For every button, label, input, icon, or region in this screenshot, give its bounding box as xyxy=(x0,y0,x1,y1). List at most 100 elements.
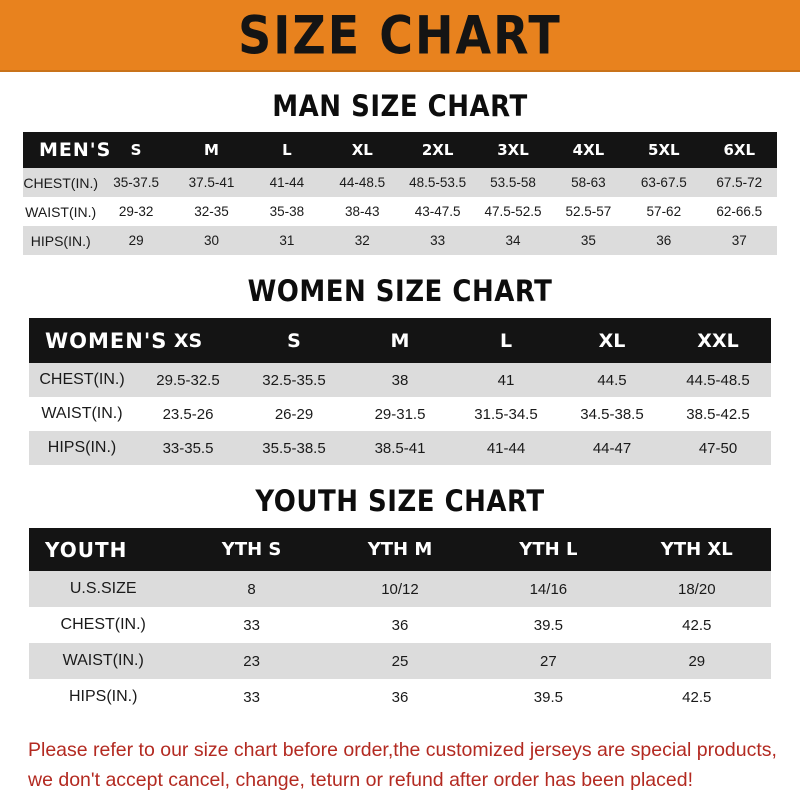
men-cell: 38-43 xyxy=(344,204,380,219)
youth-table-wrap: YOUTH YTH S YTH M YTH L YTH XL U.S.SIZE 8 10/… xyxy=(0,517,800,715)
youth-cell: 33 xyxy=(243,688,260,706)
youth-corner-label: YOUTH xyxy=(45,537,128,562)
youth-cell: 39.5 xyxy=(533,616,563,634)
table-row: HIPS(IN.) 29 30 31 32 33 34 35 36 37 xyxy=(23,226,777,255)
men-cell: 63-67.5 xyxy=(640,175,687,190)
women-section-title: WOMEN SIZE CHART xyxy=(247,275,553,309)
women-cell: 44-47 xyxy=(592,439,632,457)
men-cell: 43-47.5 xyxy=(414,204,461,219)
women-cell: 33-35.5 xyxy=(162,439,214,457)
men-row-label: CHEST(IN.) xyxy=(23,174,99,191)
table-row: U.S.SIZE 8 10/12 14/16 18/20 xyxy=(29,571,771,607)
men-cell: 67.5-72 xyxy=(716,175,763,190)
table-row: CHEST(IN.) 29.5-32.5 32.5-35.5 38 41 44.5 44.5… xyxy=(29,363,771,397)
youth-cell: 10/12 xyxy=(381,580,419,598)
men-cell: 47.5-52.5 xyxy=(484,204,542,219)
women-cell: 31.5-34.5 xyxy=(474,405,538,423)
youth-cell: 39.5 xyxy=(533,688,563,706)
men-cell: 37.5-41 xyxy=(188,175,235,190)
youth-cell: 29 xyxy=(688,652,706,670)
youth-column-header: YTH S xyxy=(221,539,282,560)
men-cell: 31 xyxy=(279,233,295,248)
men-section-title: MAN SIZE CHART xyxy=(272,90,528,124)
men-cell: 29-32 xyxy=(118,204,154,219)
men-table-wrap: MEN'S S M L XL 2XL 3XL 4XL 5XL 6XL CHEST(IN.) 35-… xyxy=(0,122,800,255)
men-cell: 52.5-57 xyxy=(565,204,612,219)
women-cell: 44.5 xyxy=(597,371,627,389)
men-cell: 37 xyxy=(731,233,747,248)
youth-table-head: YOUTH YTH S YTH M YTH L YTH XL xyxy=(29,528,771,571)
youth-column-header: YTH XL xyxy=(660,539,733,560)
youth-column-header: YTH M xyxy=(367,539,433,560)
men-cell: 36 xyxy=(656,233,672,248)
youth-size-table: YOUTH YTH S YTH M YTH L YTH XL U.S.SIZE 8 10/… xyxy=(29,528,771,715)
women-column-header: XXL xyxy=(697,329,739,352)
women-cell: 35.5-38.5 xyxy=(262,439,326,457)
women-cell: 29-31.5 xyxy=(374,405,426,423)
women-cell: 47-50 xyxy=(698,439,738,457)
men-cell: 33 xyxy=(430,233,446,248)
youth-table-body: U.S.SIZE 8 10/12 14/16 18/20 CHEST(IN.) 33 36 39… xyxy=(29,571,771,715)
women-column-header: M xyxy=(390,329,410,352)
men-cell: 29 xyxy=(128,233,144,248)
table-row: HIPS(IN.) 33 36 39.5 42.5 xyxy=(29,679,771,715)
youth-row-label: CHEST(IN.) xyxy=(60,616,146,633)
footer-note-line-2: we don't accept cancel, change, teturn o… xyxy=(28,769,693,792)
women-table-body: CHEST(IN.) 29.5-32.5 32.5-35.5 38 41 44.5 44.5… xyxy=(29,363,771,465)
footer-note-line-1: Please refer to our size chart before or… xyxy=(28,739,777,761)
men-cell: 35 xyxy=(580,233,596,248)
women-cell: 23.5-26 xyxy=(162,405,214,423)
women-table-head: WOMEN'S XS S M L XL XXL xyxy=(29,318,771,363)
men-column-header: XL xyxy=(351,141,373,159)
men-cell: 32-35 xyxy=(194,204,229,219)
women-column-header: XS xyxy=(173,329,203,352)
men-column-header: 6XL xyxy=(723,141,756,159)
women-cell: 38.5-41 xyxy=(374,439,426,457)
men-size-table: MEN'S S M L XL 2XL 3XL 4XL 5XL 6XL CHEST(IN.) 35-… xyxy=(23,132,777,255)
men-corner-label: MEN'S xyxy=(39,139,112,161)
men-table-head: MEN'S S M L XL 2XL 3XL 4XL 5XL 6XL xyxy=(23,132,777,168)
youth-section-title: YOUTH SIZE CHART xyxy=(255,485,545,519)
table-row: CHEST(IN.) 35-37.5 37.5-41 41-44 44-48.5 48.5… xyxy=(23,168,777,197)
women-cell: 26-29 xyxy=(274,405,314,423)
youth-column-header: YTH L xyxy=(519,539,578,560)
women-cell: 29.5-32.5 xyxy=(156,371,220,389)
youth-cell: 25 xyxy=(391,652,409,670)
table-row: WAIST(IN.) 23.5-26 26-29 29-31.5 31.5-34.5 34… xyxy=(29,397,771,431)
men-cell: 48.5-53.5 xyxy=(409,175,467,190)
women-cell: 41 xyxy=(497,371,515,389)
youth-cell: 27 xyxy=(540,652,557,670)
women-corner-label: WOMEN'S xyxy=(45,328,168,353)
men-column-header: 2XL xyxy=(421,141,454,159)
men-cell: 30 xyxy=(203,233,219,248)
men-header-row: MEN'S S M L XL 2XL 3XL 4XL 5XL 6XL xyxy=(23,132,777,168)
women-cell: 34.5-38.5 xyxy=(580,405,644,423)
men-cell: 41-44 xyxy=(269,175,305,190)
women-row-label: HIPS(IN.) xyxy=(47,439,117,456)
women-row-label: CHEST(IN.) xyxy=(39,371,125,388)
youth-cell: 18/20 xyxy=(678,580,716,598)
women-cell: 32.5-35.5 xyxy=(262,371,326,389)
youth-header-row: YOUTH YTH S YTH M YTH L YTH XL xyxy=(29,528,771,571)
women-table-wrap: WOMEN'S XS S M L XL XXL CHEST(IN.) 29.5-32.5 32… xyxy=(0,307,800,465)
men-row-label: HIPS(IN.) xyxy=(30,232,91,249)
men-column-header: M xyxy=(204,141,219,159)
youth-row-label: HIPS(IN.) xyxy=(68,688,138,705)
women-column-header: L xyxy=(499,329,513,352)
page-banner: SIZE CHART xyxy=(0,0,800,72)
women-cell: 44.5-48.5 xyxy=(686,371,750,389)
men-column-header: 3XL xyxy=(497,141,529,159)
page-title: SIZE CHART xyxy=(238,3,562,67)
men-cell: 35-37.5 xyxy=(113,175,159,190)
men-cell: 62-66.5 xyxy=(716,204,763,219)
youth-row-label: WAIST(IN.) xyxy=(62,652,144,669)
women-cell: 38.5-42.5 xyxy=(686,405,750,423)
men-column-header: 5XL xyxy=(648,141,680,159)
men-cell: 53.5-58 xyxy=(490,175,536,190)
youth-cell: 33 xyxy=(243,616,260,634)
youth-cell: 23 xyxy=(243,652,260,670)
youth-cell: 42.5 xyxy=(682,688,712,706)
men-cell: 44-48.5 xyxy=(339,175,386,190)
men-table-body: CHEST(IN.) 35-37.5 37.5-41 41-44 44-48.5 48.5… xyxy=(23,168,777,255)
